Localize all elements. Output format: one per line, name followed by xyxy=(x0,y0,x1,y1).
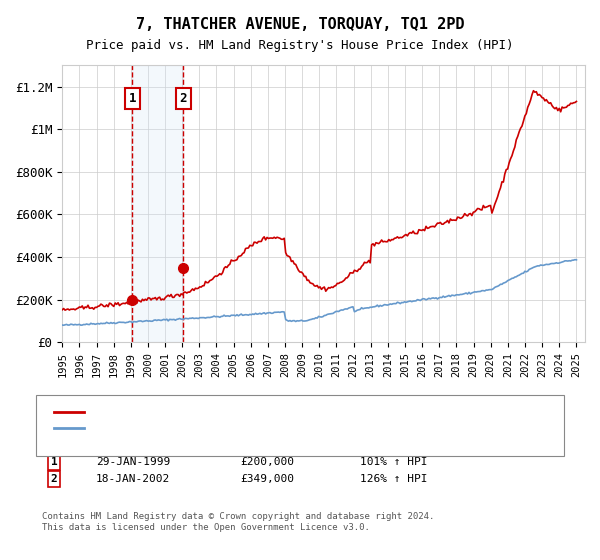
Text: 2: 2 xyxy=(179,92,187,105)
Text: 29-JAN-1999: 29-JAN-1999 xyxy=(96,457,170,467)
Text: £349,000: £349,000 xyxy=(240,474,294,484)
Text: Price paid vs. HM Land Registry's House Price Index (HPI): Price paid vs. HM Land Registry's House … xyxy=(86,39,514,52)
Text: £200,000: £200,000 xyxy=(240,457,294,467)
Text: 2: 2 xyxy=(50,474,58,484)
Text: 1: 1 xyxy=(128,92,136,105)
Text: 7, THATCHER AVENUE, TORQUAY, TQ1 2PD (detached house): 7, THATCHER AVENUE, TORQUAY, TQ1 2PD (de… xyxy=(90,407,421,417)
Text: 18-JAN-2002: 18-JAN-2002 xyxy=(96,474,170,484)
Bar xyxy=(132,66,183,342)
Text: 7, THATCHER AVENUE, TORQUAY, TQ1 2PD: 7, THATCHER AVENUE, TORQUAY, TQ1 2PD xyxy=(136,17,464,32)
Text: Contains HM Land Registry data © Crown copyright and database right 2024.
This d: Contains HM Land Registry data © Crown c… xyxy=(42,512,434,532)
Text: 101% ↑ HPI: 101% ↑ HPI xyxy=(360,457,427,467)
Text: 1: 1 xyxy=(50,457,58,467)
Text: HPI: Average price, detached house, Torbay: HPI: Average price, detached house, Torb… xyxy=(90,423,353,433)
Text: 126% ↑ HPI: 126% ↑ HPI xyxy=(360,474,427,484)
